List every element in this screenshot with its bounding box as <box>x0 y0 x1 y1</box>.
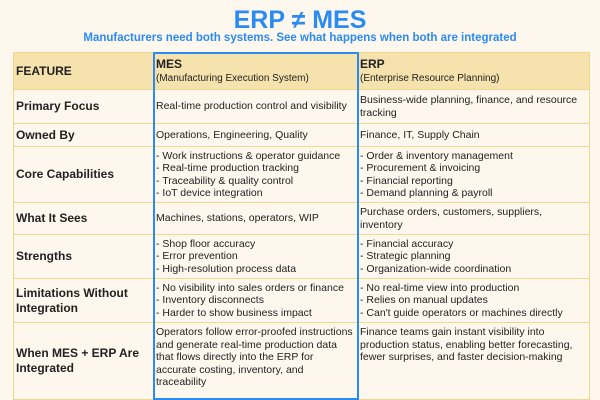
erp-line: Business-wide planning, finance, and res… <box>360 94 578 119</box>
mes-line: - High-resolution process data <box>156 262 297 275</box>
mes-line: Operations, Engineering, Quality <box>156 128 308 141</box>
erp-line: - Financial reporting <box>360 174 453 187</box>
mes-cell: - Work instructions & operator guidance -… <box>153 146 358 203</box>
table-row: Owned By Operations, Engineering, Quality… <box>13 123 590 147</box>
feature-cell: Primary Focus <box>13 89 154 124</box>
erp-line: Finance teams gain instant visibility in… <box>360 326 573 363</box>
erp-cell: Purchase orders, customers, suppliers, i… <box>357 202 590 235</box>
erp-cell: - No real-time view into production - Rel… <box>357 278 590 323</box>
erp-line: - Order & inventory management <box>360 149 513 162</box>
header-feature: FEATURE <box>13 52 154 90</box>
mes-line: - Real-time production tracking <box>156 162 299 174</box>
table-header-row: FEATURE MES (Manufacturing Execution Syst… <box>13 52 590 90</box>
erp-line: - Relies on manual updates <box>360 294 488 307</box>
feature-cell: Core Capabilities <box>13 146 154 203</box>
erp-cell: Business-wide planning, finance, and res… <box>357 89 590 124</box>
comparison-table: FEATURE MES (Manufacturing Execution Syst… <box>13 52 590 400</box>
erp-cell: - Order & inventory management - Procurem… <box>357 146 590 203</box>
mes-line: - Inventory disconnects <box>156 294 264 307</box>
mes-line: - Harder to show business impact <box>156 306 312 319</box>
mes-line: - Traceability & quality control <box>156 174 294 187</box>
header-erp-title: ERP <box>360 57 385 71</box>
mes-cell: Machines, stations, operators, WIP <box>153 202 358 235</box>
page-subtitle: Manufacturers need both systems. See wha… <box>83 32 517 44</box>
mes-cell: - Shop floor accuracy - Error prevention -… <box>153 234 358 279</box>
mes-cell: Real-time production control and visibil… <box>153 89 358 124</box>
mes-line: - IoT device integration <box>156 187 263 199</box>
header-erp-subtitle: (Enterprise Resource Planning) <box>360 73 500 84</box>
table-row: Strengths - Shop floor accuracy - Error pr… <box>13 234 590 279</box>
table-row: Core Capabilities - Work instructions & o… <box>13 146 590 203</box>
table-row: Primary Focus Real-time production contro… <box>13 89 590 124</box>
table-row: When MES + ERP Are Integrated Operators f… <box>13 322 590 400</box>
erp-cell: Finance, IT, Supply Chain <box>357 123 590 147</box>
mes-cell: Operations, Engineering, Quality <box>153 123 358 147</box>
feature-cell: When MES + ERP Are Integrated <box>13 322 154 400</box>
header-mes-title: MES <box>156 57 183 71</box>
feature-cell: Limitations Without Integration <box>13 278 154 323</box>
erp-line: - Demand planning & payroll <box>360 187 493 199</box>
header-mes-subtitle: (Manufacturing Execution System) <box>156 73 309 84</box>
mes-line: Real-time production control and visibil… <box>156 100 347 113</box>
erp-line: Finance, IT, Supply Chain <box>360 128 480 141</box>
header-erp: ERP (Enterprise Resource Planning) <box>357 52 590 90</box>
erp-line: - Procurement & invoicing <box>360 162 481 174</box>
mes-line: - Work instructions & operator guidance <box>156 149 341 162</box>
erp-line: - Organization-wide coordination <box>360 262 512 275</box>
feature-cell: What It Sees <box>13 202 154 235</box>
erp-line: Purchase orders, customers, suppliers, i… <box>360 206 543 231</box>
mes-line: Machines, stations, operators, WIP <box>156 212 319 225</box>
mes-cell: Operators follow error-proofed instructi… <box>153 322 358 400</box>
table-row: Limitations Without Integration - No visi… <box>13 278 590 323</box>
mes-line: - Shop floor accuracy <box>156 237 256 250</box>
table-row: What It Sees Machines, stations, operator… <box>13 202 590 235</box>
mes-line: - Error prevention <box>156 250 238 263</box>
erp-line: - Financial accuracy <box>360 237 454 250</box>
mes-cell: - No visibility into sales orders or fin… <box>153 278 358 323</box>
erp-cell: - Financial accuracy - Strategic planning… <box>357 234 590 279</box>
erp-line: - Strategic planning <box>360 250 451 263</box>
feature-cell: Owned By <box>13 123 154 147</box>
mes-line: - No visibility into sales orders or fin… <box>156 281 344 294</box>
erp-cell: Finance teams gain instant visibility in… <box>357 322 590 400</box>
mes-line: Operators follow error-proofed instructi… <box>156 326 353 388</box>
erp-line: - Can't guide operators or machines dire… <box>360 306 563 319</box>
erp-line: - No real-time view into production <box>360 281 520 294</box>
page-title: ERP ≠ MES <box>233 6 367 34</box>
header-mes: MES (Manufacturing Execution System) <box>153 52 358 90</box>
feature-cell: Strengths <box>13 234 154 279</box>
